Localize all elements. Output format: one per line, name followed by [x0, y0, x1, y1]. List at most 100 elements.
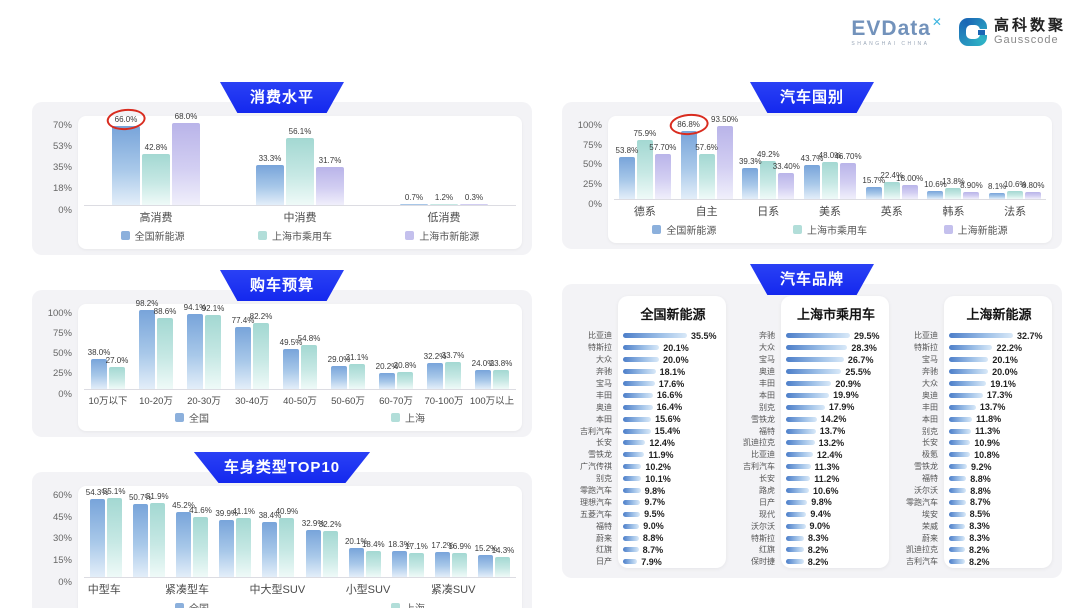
bar: [760, 160, 777, 199]
brand-name: 别克: [922, 426, 938, 436]
brand-bar: [623, 404, 653, 410]
brand-row: 特斯拉 20.1%: [570, 342, 728, 354]
brand-column-title: 全国新能源: [640, 307, 706, 322]
y-axis-tick: 45%: [52, 511, 72, 523]
brand-name: 长安: [922, 438, 938, 448]
brand-row: 本田 15.6%: [570, 413, 728, 425]
brand-bar: [623, 499, 641, 505]
bar-slot: 16.9%: [448, 542, 471, 577]
brand-value: 10.2%: [645, 461, 671, 472]
value-label: 38.4%: [258, 510, 282, 520]
bar-slot: 50.7%: [129, 493, 152, 577]
brand-name: 本田: [759, 390, 775, 400]
brand-name: 红旗: [759, 545, 775, 555]
chart-panel: 100% 75% 50% 25% 0% 53.8% 75.9% 57.70% 86.8% 57.6…: [562, 102, 1062, 249]
brand-name: 宝马: [596, 379, 612, 388]
brand-value: 8.2%: [969, 556, 990, 567]
brand-bar: [949, 440, 971, 446]
brand-bar: [949, 392, 983, 398]
value-label: 48.0%: [818, 150, 842, 160]
chart-title-badge: 消费水平: [219, 82, 344, 113]
chart-title-badge: 汽车国别: [749, 82, 874, 113]
brand-value: 17.9%: [828, 402, 855, 413]
bar: [478, 555, 494, 577]
bar: [901, 184, 918, 199]
value-label: 68.0%: [174, 112, 198, 122]
brand-name: 吉利汽车: [743, 462, 775, 472]
brand-name: 别克: [596, 474, 612, 484]
bar-group: 98.2% 88.6%: [132, 299, 180, 389]
brand-row: 凯迪拉克 8.2%: [896, 544, 1054, 556]
value-label: 40.9%: [275, 507, 299, 517]
value-label: 49.2%: [756, 149, 780, 159]
bar: [193, 517, 208, 577]
bar-slot: 77.4%: [232, 316, 254, 389]
brand-bar: [786, 357, 844, 363]
bar-slot: 33.3%: [256, 154, 284, 205]
value-label: 20.2%: [375, 361, 399, 371]
brand-bar: [786, 392, 830, 398]
bar-group: 10.6% 13.8% 8.90%: [923, 122, 985, 199]
y-axis: 70% 53% 35% 18% 0%: [36, 121, 72, 215]
brand-name: 雪铁龙: [588, 450, 612, 460]
brand-name: 吉利汽车: [580, 426, 612, 436]
bar-slot: 32.9%: [302, 519, 324, 577]
value-label: 41.6%: [189, 506, 212, 516]
bar: [305, 529, 321, 577]
brand-row: 红旗 8.7%: [570, 544, 728, 556]
brand-value: 13.2%: [818, 437, 845, 448]
brand-bar: [949, 357, 989, 363]
category-label: 20-30万: [187, 396, 221, 407]
bar: [452, 552, 468, 577]
bar-slot: 54.3%: [86, 488, 108, 577]
chart-title-badge: 车身类型TOP10: [193, 452, 371, 483]
brand-value: 8.3%: [808, 533, 829, 544]
category-label: [390, 578, 431, 597]
brand-value: 7.9%: [641, 556, 662, 567]
y-axis-tick: 0%: [58, 576, 72, 588]
brand-bar: [949, 381, 987, 386]
value-label: 20.8%: [393, 361, 417, 371]
category-label: 中消费: [283, 212, 317, 224]
bar-slot: 20.1%: [345, 537, 368, 577]
chart-card: 66.0% 42.8% 68.0% 33.3% 56.1% 31.7% 0.7% 1.2% 0.…: [78, 112, 522, 249]
category-label: 40-50万: [283, 396, 317, 407]
brand-bar: [623, 452, 645, 458]
legend-label: 上海新能源: [957, 226, 1008, 237]
value-label: 49.5%: [279, 338, 303, 348]
bar-slot: 13.8%: [942, 177, 965, 199]
bar: [219, 519, 235, 577]
bar: [349, 364, 365, 389]
bar-slot: 54.8%: [298, 334, 320, 389]
brand-bar: [949, 523, 966, 529]
bar-slot: 43.7%: [801, 154, 823, 199]
brand-value: 8.8%: [970, 473, 991, 484]
category-label: 低消费: [427, 212, 461, 224]
category-label: 50-60万: [331, 396, 365, 407]
brand-value: 15.4%: [654, 426, 681, 437]
bar-slot: 8.80%: [1022, 181, 1045, 199]
value-label: 92.1%: [201, 304, 225, 314]
bar: [430, 203, 458, 205]
brand-row: 广汽传祺 10.2%: [570, 461, 728, 473]
bar: [698, 154, 715, 199]
brand-row: 零跑汽车 9.8%: [570, 485, 728, 497]
brand-name: 凯迪拉克: [906, 545, 938, 555]
bar: [172, 123, 200, 205]
brand-column: 上海新能源 比亚迪 32.7% 特斯拉 22.2% 宝马 20.1% 奔驰 20.0% 大众 19.…: [896, 296, 1054, 568]
brand-name: 大众: [759, 343, 775, 353]
legend-swatch: [652, 225, 662, 234]
brand-value: 11.9%: [648, 449, 674, 460]
category-label: 德系: [633, 206, 656, 218]
brand-bar: [786, 464, 811, 470]
bar: [963, 192, 980, 199]
brand-row: 蔚来 8.8%: [570, 532, 728, 544]
brand-name: 奥迪: [922, 390, 938, 400]
bar-group: 38.4% 40.9%: [257, 492, 300, 577]
chart-title-badge: 购车预算: [219, 270, 344, 301]
brand-row: 奔驰 18.1%: [570, 366, 728, 378]
bar-group: 94.1% 92.1%: [180, 303, 228, 389]
bar-group: 39.3% 49.2% 33.40%: [737, 122, 800, 199]
bar-slot: 10.6%: [924, 180, 947, 199]
